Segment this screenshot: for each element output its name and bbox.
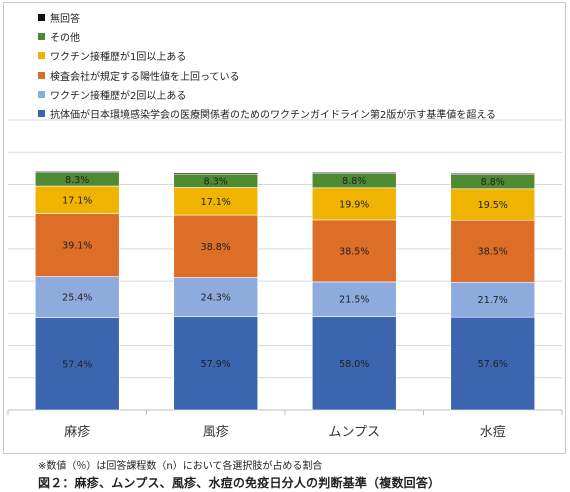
data-label: 17.1% <box>201 197 231 208</box>
data-label: 38.8% <box>201 242 231 253</box>
footnote: ※数値（％）は回答課程数（n）において各選択肢が占める割合 <box>38 461 323 472</box>
category-label: 麻疹 <box>64 424 90 440</box>
bar-segment <box>173 316 259 411</box>
data-label: 21.7% <box>478 295 508 306</box>
legend-item: 検査会社が規定する陽性値を上回っている <box>38 66 496 85</box>
bar-segment <box>34 213 120 277</box>
legend-item: 抗体価が日本環境感染学会の医療関係者のためのワクチンガイドライン第2版が示す基準… <box>38 104 496 123</box>
category-label: 風疹 <box>203 424 229 440</box>
data-label: 8.3% <box>204 176 228 187</box>
legend-label: ワクチン接種歴が2回以上ある <box>50 90 187 102</box>
data-label: 17.1% <box>62 195 92 206</box>
legend-swatch <box>38 14 45 22</box>
figure-caption: 図２：麻疹、ムンプス、風疹、水痘の免疫日分人の判断基準（複数回答） <box>38 476 441 490</box>
bar-segment <box>311 187 397 221</box>
category-label: ムンプス <box>328 425 380 440</box>
bar-segment <box>34 171 120 173</box>
bar-segment <box>34 276 120 318</box>
category-label: 水痘 <box>480 425 506 440</box>
data-label: 8.3% <box>65 175 89 186</box>
legend-swatch <box>38 110 45 118</box>
bar-segment <box>450 281 536 318</box>
data-label: 57.9% <box>201 359 231 370</box>
legend-swatch <box>38 52 45 60</box>
legend-label: 無回答 <box>50 14 80 26</box>
bar-segment <box>450 188 536 221</box>
bar-segment <box>311 172 397 174</box>
legend-label: 抗体価が日本環境感染学会の医療関係者のためのワクチンガイドライン第2版が示す基準… <box>50 110 497 122</box>
legend-item: ワクチン接種歴が2回以上ある <box>38 85 496 104</box>
bar-segment <box>173 277 259 318</box>
stacked-bar-chart: 57.4% 25.4% 39.1% 17.1% 8.3% 麻疹 57.9% 24.3% 38.8… <box>7 119 563 440</box>
data-label: 19.5% <box>478 200 508 211</box>
bar-segment <box>34 317 120 411</box>
bar-segment <box>311 219 397 283</box>
data-label: 21.5% <box>339 295 369 306</box>
bar-segment <box>34 185 120 214</box>
legend-label: その他 <box>50 33 80 45</box>
bar-segment <box>450 173 536 175</box>
legend-item: 無回答 <box>38 8 496 27</box>
data-label: 24.3% <box>201 293 231 304</box>
legend-swatch <box>38 33 45 41</box>
data-label: 25.4% <box>62 293 92 304</box>
data-label: 38.5% <box>478 247 508 258</box>
data-label: 57.4% <box>62 359 92 370</box>
legend-swatch <box>38 71 45 79</box>
bar-segment <box>450 219 536 283</box>
legend-item: ワクチン接種歴が1回以上ある <box>38 46 496 65</box>
bar-segment <box>173 187 259 216</box>
bar-segment <box>173 172 259 175</box>
legend-label: 検査会社が規定する陽性値を上回っている <box>50 71 240 83</box>
bar-segment <box>311 316 397 411</box>
legend-swatch <box>38 90 45 98</box>
data-label: 8.8% <box>342 176 366 187</box>
data-label: 39.1% <box>62 241 92 252</box>
data-label: 19.9% <box>339 199 369 210</box>
bar-segment <box>311 281 397 317</box>
data-label: 38.5% <box>339 246 369 257</box>
chart-legend: 無回答その他ワクチン接種歴が1回以上ある検査会社が規定する陽性値を上回っているワ… <box>38 8 496 123</box>
legend-item: その他 <box>38 27 496 46</box>
data-label: 58.0% <box>339 359 369 370</box>
legend-label: ワクチン接種歴が1回以上ある <box>50 52 187 64</box>
data-label: 57.6% <box>478 359 508 370</box>
bar-segment <box>450 316 536 411</box>
data-label: 8.8% <box>481 177 505 188</box>
